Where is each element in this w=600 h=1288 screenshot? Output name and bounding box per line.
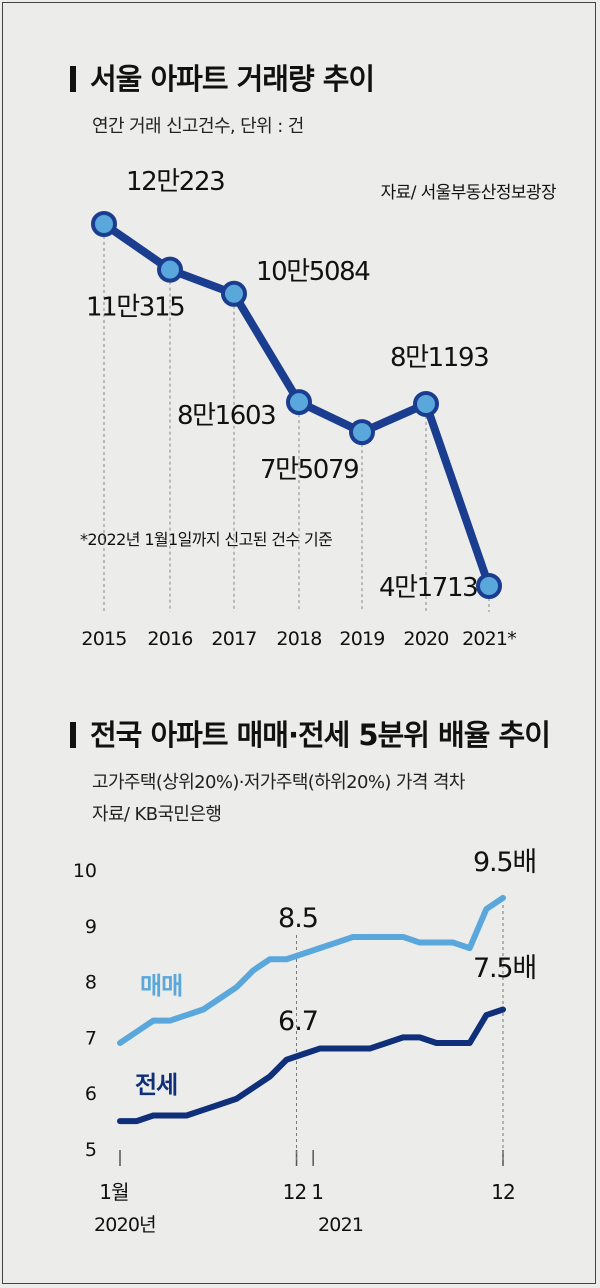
- chart2-subtitle: 고가주택(상위20%)·저가주택(하위20%) 가격 격차: [92, 772, 465, 793]
- data-point: [221, 280, 247, 307]
- data-label: 8만1603: [177, 401, 275, 431]
- annotation-label: 9.5배: [473, 847, 536, 878]
- data-point: [476, 573, 502, 599]
- title-marker: [70, 722, 76, 748]
- y-tick-label: 5: [85, 1139, 97, 1161]
- x-tick-label: 2016: [147, 628, 192, 650]
- y-tick-label: 6: [85, 1083, 97, 1105]
- x-tick-label: 2020: [403, 628, 448, 650]
- y-tick-label: 7: [85, 1027, 97, 1049]
- data-point: [157, 256, 183, 283]
- data-label: 7만5079: [260, 455, 358, 485]
- data-label: 4만1713: [379, 573, 477, 603]
- chart2-title: 전국 아파트 매매·전세 5분위 배율 추이: [70, 712, 551, 754]
- y-tick-label: 9: [85, 916, 97, 938]
- x-year-label: 2021: [318, 1214, 363, 1236]
- series-name-label: 전세: [135, 1071, 177, 1099]
- series-line: [117, 894, 506, 1046]
- x-tick-label: 2021*: [462, 628, 516, 650]
- x-tick-label: 12: [283, 1180, 307, 1204]
- data-label: 8만1193: [390, 343, 488, 373]
- x-tick-label: 12: [491, 1180, 515, 1204]
- chart1-subtitle: 연간 거래 신고건수, 단위 : 건: [92, 116, 304, 137]
- data-label: 11만315: [86, 293, 184, 323]
- y-tick-label: 10: [73, 860, 97, 882]
- annotation-label: 7.5배: [473, 953, 536, 984]
- chart1-footnote: *2022년 1월1일까지 신고된 건수 기준: [80, 530, 332, 549]
- annotation-label: 6.7: [278, 1006, 318, 1037]
- y-tick-label: 8: [85, 972, 97, 994]
- x-tick-label: 2019: [339, 628, 384, 650]
- series-line: [117, 1006, 506, 1125]
- data-point: [413, 390, 439, 417]
- data-point: [91, 211, 117, 237]
- data-point: [349, 419, 375, 446]
- data-point: [286, 389, 312, 416]
- chart1-svg: 자료/ 서울부동산정보광장 *2022년 1월1일까지 신고된 건수 기준 2015…: [80, 167, 558, 650]
- series-name-label: 매매: [140, 972, 182, 1000]
- data-label: 12만223: [126, 167, 224, 197]
- x-tick-label: 2015: [81, 628, 126, 650]
- data-label: 10만5084: [256, 257, 370, 287]
- x-tick-label: 1: [311, 1180, 323, 1204]
- x-tick-label: 2017: [211, 628, 256, 650]
- chart1-title-text: 서울 아파트 거래량 추이: [90, 62, 375, 96]
- chart2-title-text: 전국 아파트 매매·전세 5분위 배율 추이: [90, 718, 551, 752]
- x-year-label: 2020년: [94, 1214, 156, 1236]
- chart1-title: 서울 아파트 거래량 추이: [70, 56, 375, 98]
- x-tick-label: 2018: [276, 628, 321, 650]
- chart2-source: 자료/ KB국민은행: [92, 804, 222, 825]
- x-tick-label: 1월: [99, 1180, 129, 1204]
- chart1-source: 자료/ 서울부동산정보광장: [381, 183, 557, 203]
- annotation-label: 8.5: [278, 903, 318, 934]
- title-marker: [70, 66, 76, 92]
